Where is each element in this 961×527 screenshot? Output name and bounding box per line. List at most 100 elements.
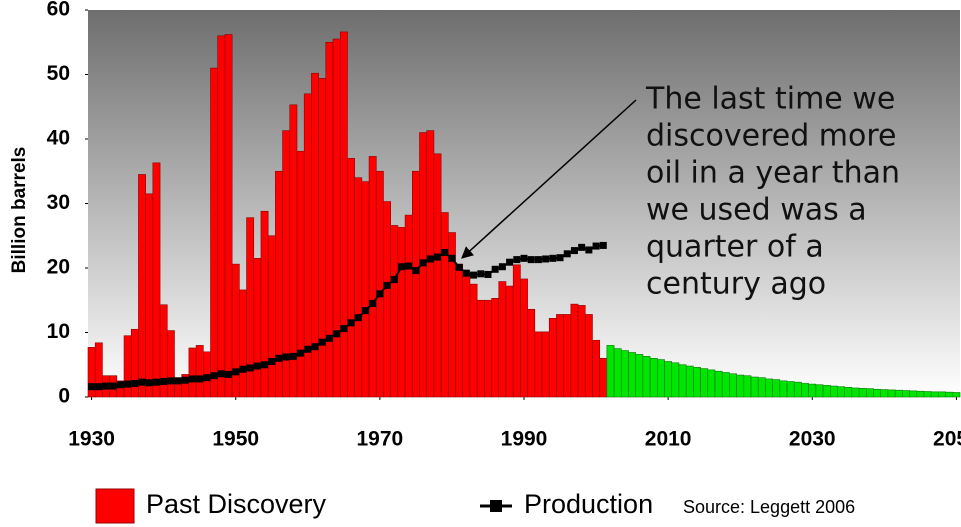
production-marker — [491, 265, 499, 273]
production-marker — [138, 378, 146, 386]
bar — [866, 388, 874, 398]
bar — [829, 385, 838, 398]
bar — [563, 314, 572, 398]
annotation-line: we used was a — [646, 193, 867, 228]
y-tick-label: 20 — [47, 256, 70, 279]
production-marker — [246, 364, 254, 372]
bar — [786, 381, 795, 398]
bar — [325, 41, 334, 398]
y-tick-label: 10 — [47, 320, 70, 343]
bar — [411, 170, 420, 398]
bar — [599, 357, 608, 398]
production-marker — [361, 307, 369, 315]
bar — [916, 390, 925, 398]
production-marker — [513, 256, 521, 264]
bar — [945, 391, 954, 398]
bar — [375, 170, 384, 398]
bar — [642, 356, 651, 398]
bar — [801, 383, 809, 398]
production-marker — [477, 270, 485, 278]
bar — [267, 235, 276, 398]
production-marker — [484, 270, 492, 278]
production-marker — [124, 380, 132, 388]
production-marker — [405, 262, 413, 270]
production-marker — [376, 290, 384, 298]
bar — [858, 387, 867, 398]
y-tick-label: 50 — [47, 62, 70, 85]
production-marker — [599, 241, 607, 249]
bar — [873, 388, 882, 398]
bar — [462, 272, 471, 398]
bar — [902, 390, 910, 398]
y-tick-label: 60 — [47, 0, 70, 21]
production-marker — [239, 365, 247, 373]
bar — [390, 225, 399, 398]
bar — [354, 177, 363, 398]
bar — [195, 345, 204, 398]
bar — [837, 386, 845, 398]
bar — [765, 378, 773, 398]
bar — [527, 308, 536, 398]
production-marker — [340, 325, 348, 333]
bar — [361, 181, 370, 398]
production-marker — [412, 267, 420, 275]
bar — [923, 391, 932, 398]
production-marker — [275, 354, 283, 362]
bar — [534, 331, 543, 398]
bar — [556, 314, 564, 398]
bar — [548, 318, 557, 398]
production-marker — [534, 256, 542, 264]
bar — [743, 375, 752, 398]
bar — [592, 339, 600, 398]
production-marker — [347, 319, 355, 327]
bar — [952, 392, 961, 398]
bar — [750, 376, 759, 398]
bar — [685, 365, 694, 398]
bar — [347, 158, 355, 398]
bar — [736, 374, 745, 398]
production-marker — [556, 254, 564, 262]
annotation-line: The last time we — [645, 82, 895, 117]
bar — [707, 369, 716, 398]
production-marker — [369, 299, 377, 307]
production-marker — [196, 375, 204, 383]
bar — [570, 303, 579, 398]
bar — [260, 210, 269, 398]
production-marker — [419, 259, 427, 267]
production-marker — [304, 345, 312, 353]
production-marker — [188, 375, 196, 383]
bar — [152, 162, 161, 398]
bar — [455, 263, 464, 398]
production-marker — [383, 281, 391, 289]
bar — [339, 31, 348, 398]
annotation-line: discovered more — [646, 119, 897, 154]
bar — [145, 193, 154, 398]
bar — [94, 342, 103, 398]
bar — [253, 258, 262, 398]
production-marker — [145, 379, 153, 387]
bar — [318, 78, 327, 398]
production-marker — [253, 362, 261, 370]
bar — [577, 305, 586, 398]
production-marker — [563, 250, 571, 258]
production-marker — [542, 255, 550, 263]
bar — [296, 150, 305, 398]
bar — [793, 381, 802, 398]
production-marker — [152, 378, 160, 386]
bar — [505, 285, 514, 398]
bar — [678, 364, 687, 398]
x-tick-label: 2050 — [933, 428, 961, 451]
bar — [231, 263, 240, 398]
annotation-line: century ago — [646, 267, 826, 302]
production-marker — [181, 376, 189, 384]
bar — [808, 383, 817, 398]
production-marker — [578, 243, 586, 251]
production-marker — [261, 361, 269, 369]
bar — [404, 214, 413, 398]
bar — [938, 391, 946, 398]
bar — [628, 352, 637, 398]
production-marker — [506, 258, 514, 266]
production-marker — [390, 276, 398, 284]
